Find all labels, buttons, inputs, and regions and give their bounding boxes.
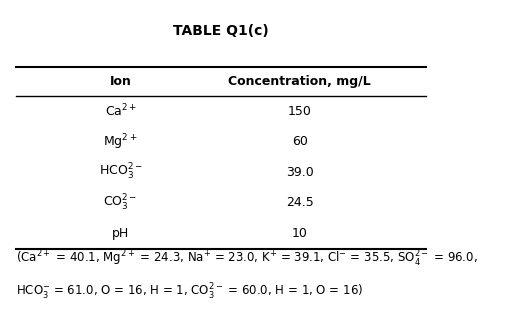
Text: pH: pH [112, 227, 130, 240]
Text: 150: 150 [288, 105, 312, 118]
Text: Ion: Ion [110, 75, 132, 88]
Text: (Ca$^{2+}$ = 40.1, Mg$^{2+}$ = 24.3, Na$^{+}$ = 23.0, K$^{+}$ = 39.1, Cl$^{-}$ =: (Ca$^{2+}$ = 40.1, Mg$^{2+}$ = 24.3, Na$… [16, 248, 478, 268]
Text: 24.5: 24.5 [286, 196, 314, 209]
Text: HCO$_3^{-}$ = 61.0, O = 16, H = 1, CO$_3^{2-}$ = 60.0, H = 1, O = 16): HCO$_3^{-}$ = 61.0, O = 16, H = 1, CO$_3… [16, 282, 363, 302]
Text: TABLE Q1(c): TABLE Q1(c) [173, 24, 269, 38]
Text: 10: 10 [292, 227, 308, 240]
Text: 39.0: 39.0 [286, 166, 314, 179]
Text: Mg$^{2+}$: Mg$^{2+}$ [103, 132, 138, 151]
Text: CO$_3^{2-}$: CO$_3^{2-}$ [104, 193, 138, 213]
Text: HCO$_3^{2-}$: HCO$_3^{2-}$ [99, 162, 142, 182]
Text: Concentration, mg/L: Concentration, mg/L [228, 75, 371, 88]
Text: 60: 60 [292, 135, 308, 148]
Text: Ca$^{2+}$: Ca$^{2+}$ [105, 103, 137, 119]
